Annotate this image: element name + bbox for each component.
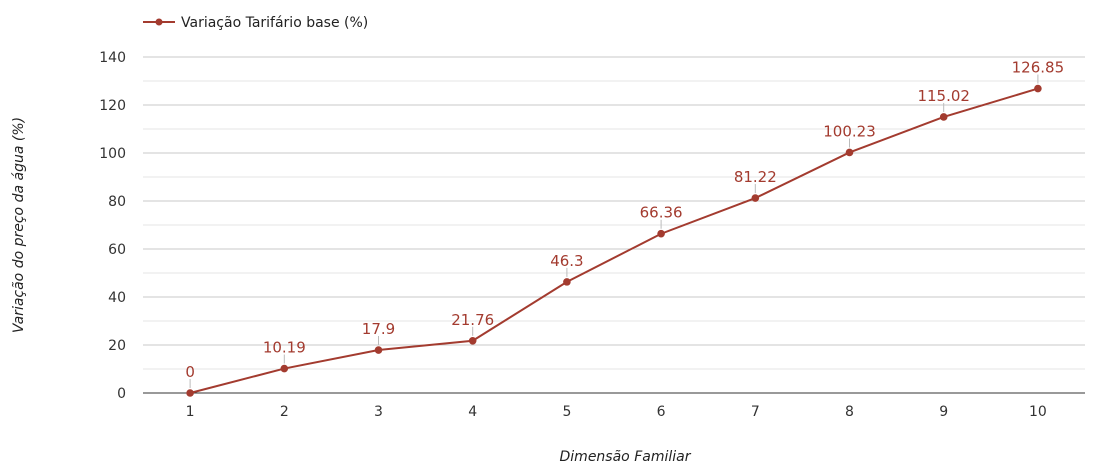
data-label: 126.85 — [1012, 59, 1065, 77]
y-tick-label: 120 — [99, 98, 126, 114]
data-label: 66.36 — [640, 204, 683, 222]
x-tick-label: 9 — [939, 404, 948, 420]
y-tick-label: 20 — [108, 338, 126, 354]
data-point[interactable] — [563, 278, 571, 286]
y-tick-label: 80 — [108, 194, 126, 210]
data-label: 17.9 — [362, 320, 395, 338]
data-label: 21.76 — [451, 311, 494, 329]
x-tick-label: 7 — [751, 404, 760, 420]
x-tick-label: 4 — [468, 404, 477, 420]
y-axis-ticks: 0 20 40 60 80 100 120 140 — [99, 50, 126, 402]
series-line — [189, 87, 1039, 394]
x-axis-ticks: 1 2 3 4 5 6 7 8 9 10 — [186, 404, 1047, 420]
data-point[interactable] — [1034, 84, 1042, 93]
data-point[interactable] — [468, 336, 477, 345]
data-point[interactable] — [280, 364, 289, 373]
data-label: 115.02 — [917, 87, 970, 105]
y-tick-label: 60 — [108, 242, 126, 258]
data-label: 10.19 — [263, 339, 306, 357]
x-tick-label: 6 — [657, 404, 666, 420]
x-tick-label: 5 — [562, 404, 571, 420]
data-point[interactable] — [939, 113, 948, 121]
gridlines — [143, 56, 1085, 370]
y-axis-title: Variação do preço da água (%) — [11, 117, 27, 333]
x-tick-label: 3 — [374, 404, 383, 420]
data-label: 46.3 — [550, 252, 583, 270]
data-label: 100.23 — [823, 122, 876, 140]
y-tick-label: 100 — [99, 146, 126, 162]
data-label: 81.22 — [734, 168, 777, 186]
y-tick-label: 0 — [117, 386, 126, 402]
x-tick-label: 2 — [280, 404, 289, 420]
legend-marker-icon — [155, 18, 163, 26]
legend[interactable]: Variação Tarifário base (%) — [143, 15, 368, 31]
x-axis-title: Dimensão Familiar — [560, 449, 692, 465]
data-point[interactable] — [657, 229, 665, 238]
y-tick-label: 40 — [108, 290, 126, 306]
y-tick-label: 140 — [99, 50, 126, 66]
data-label: 0 — [185, 363, 195, 381]
series-layer: 0 10.19 17.9 21.76 46.3 66.36 81.22 100.23 115.0… — [185, 59, 1064, 397]
data-point[interactable] — [186, 389, 194, 397]
x-tick-label: 8 — [845, 404, 854, 420]
x-tick-label: 10 — [1029, 404, 1047, 420]
data-point[interactable] — [751, 194, 760, 202]
data-point[interactable] — [845, 148, 854, 157]
legend-label: Variação Tarifário base (%) — [181, 15, 368, 31]
x-tick-label: 1 — [186, 404, 195, 420]
data-point[interactable] — [374, 346, 383, 354]
